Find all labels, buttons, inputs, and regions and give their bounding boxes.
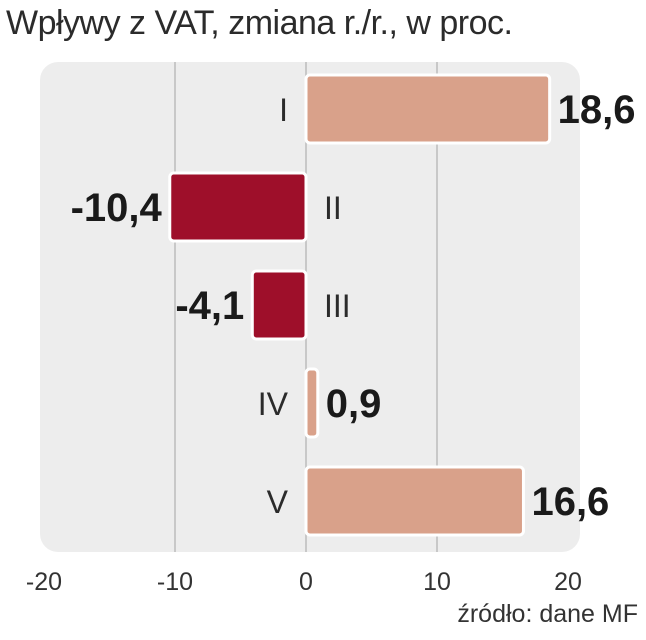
value-label: 0,9 — [326, 382, 382, 426]
category-label: I — [279, 92, 288, 128]
value-label: -10,4 — [71, 186, 163, 230]
value-label: 16,6 — [531, 480, 609, 524]
bar — [250, 269, 308, 341]
category-label: III — [324, 288, 351, 324]
source-note: źródło: dane MF — [457, 600, 638, 628]
category-label: V — [267, 484, 289, 520]
bar — [304, 73, 552, 145]
x-tick-label: -10 — [157, 568, 193, 596]
bar — [168, 171, 308, 243]
chart-title: Wpływy z VAT, zmiana r./r., w proc. — [6, 4, 513, 42]
bar — [304, 367, 320, 439]
bar — [304, 465, 525, 537]
value-label: 18,6 — [558, 88, 636, 132]
x-tick-label: 0 — [299, 568, 313, 596]
value-label: -4,1 — [175, 284, 244, 328]
x-tick-label: -20 — [26, 568, 62, 596]
x-tick-label: 10 — [423, 568, 451, 596]
category-label: IV — [258, 386, 289, 422]
x-tick-label: 20 — [554, 568, 582, 596]
category-label: II — [324, 190, 342, 226]
